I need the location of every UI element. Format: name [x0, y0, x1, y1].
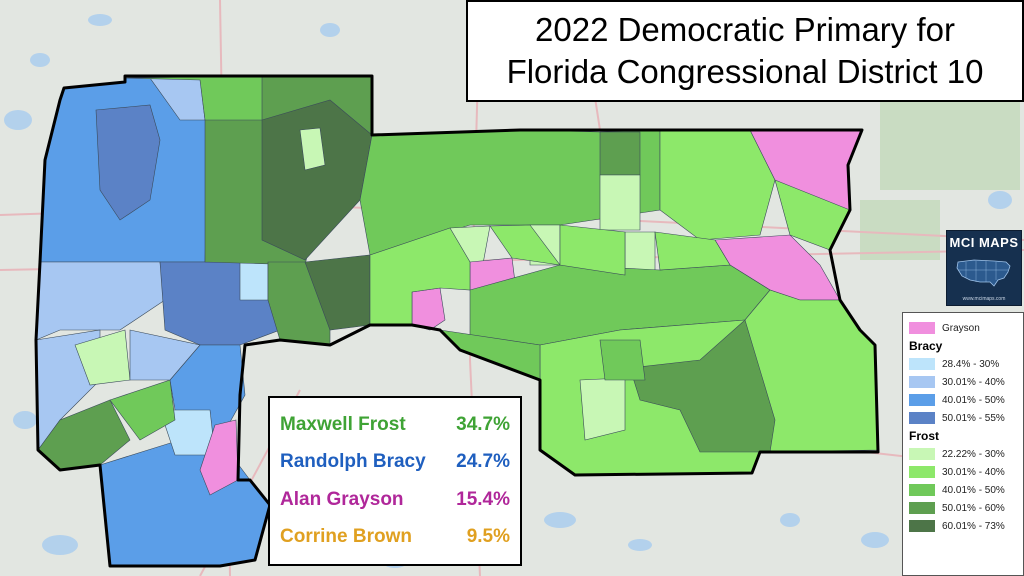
- legend-swatch: [909, 412, 935, 424]
- district-boundary: [34, 74, 880, 568]
- precinct: [95, 104, 161, 221]
- legend-item: 50.01% - 55%: [909, 409, 1017, 427]
- precinct: [599, 131, 641, 176]
- title-box: 2022 Democratic Primary for Florida Cong…: [466, 0, 1024, 102]
- legend-label: 30.01% - 40%: [942, 466, 1005, 478]
- legend-label: 60.01% - 73%: [942, 520, 1005, 532]
- result-row-brown: Corrine Brown 9.5%: [280, 526, 510, 548]
- precinct: [129, 329, 201, 381]
- candidate-name: Maxwell Frost: [280, 413, 406, 435]
- legend-swatch: [909, 394, 935, 406]
- precinct: [109, 379, 176, 441]
- title-line-2: Florida Congressional District 10: [506, 53, 984, 90]
- legend-item: 30.01% - 40%: [909, 463, 1017, 481]
- legend-label: 40.01% - 50%: [942, 484, 1005, 496]
- mci-maps-logo: MCI MAPS www.mcimaps.com: [946, 230, 1022, 306]
- legend-swatch: [909, 520, 935, 532]
- candidate-percent: 34.7%: [456, 413, 510, 435]
- legend-label: 50.01% - 60%: [942, 502, 1005, 514]
- precinct: [579, 377, 626, 441]
- legend-item: 40.01% - 50%: [909, 481, 1017, 499]
- us-map-icon: [956, 259, 1011, 287]
- legend-item: 28.4% - 30%: [909, 355, 1017, 373]
- legend-label: 40.01% - 50%: [942, 394, 1005, 406]
- legend-swatch: [909, 322, 935, 334]
- result-row-bracy: Randolph Bracy 24.7%: [280, 451, 510, 473]
- legend-label: 28.4% - 30%: [942, 358, 1000, 370]
- legend-swatch: [909, 448, 935, 460]
- results-box: Maxwell Frost 34.7% Randolph Bracy 24.7%…: [268, 396, 522, 566]
- legend-label: Grayson: [942, 322, 980, 334]
- precinct: [299, 127, 326, 171]
- legend-item: 30.01% - 40%: [909, 373, 1017, 391]
- legend-label: 22.22% - 30%: [942, 448, 1005, 460]
- precinct: [599, 174, 641, 231]
- precinct: [599, 339, 646, 381]
- legend-item: 22.22% - 30%: [909, 445, 1017, 463]
- precinct: [199, 419, 239, 496]
- legend: Grayson Bracy 28.4% - 30% 30.01% - 40% 4…: [902, 312, 1024, 576]
- precinct: [654, 231, 731, 271]
- result-row-frost: Maxwell Frost 34.7%: [280, 414, 510, 436]
- legend-item: 60.01% - 73%: [909, 517, 1017, 535]
- result-row-grayson: Alan Grayson 15.4%: [280, 489, 510, 511]
- legend-swatch: [909, 466, 935, 478]
- candidate-name: Alan Grayson: [280, 488, 404, 510]
- legend-heading-bracy: Bracy: [909, 339, 943, 353]
- candidate-percent: 15.4%: [456, 488, 510, 510]
- legend-heading-frost: Frost: [909, 429, 939, 443]
- logo-title: MCI MAPS: [949, 235, 1019, 250]
- legend-swatch: [909, 502, 935, 514]
- candidate-percent: 24.7%: [456, 451, 510, 473]
- candidate-name: Corrine Brown: [280, 526, 412, 548]
- district-precincts: [35, 75, 879, 567]
- candidate-percent: 9.5%: [466, 526, 510, 548]
- legend-label: 50.01% - 55%: [942, 412, 1005, 424]
- legend-swatch: [909, 358, 935, 370]
- precinct: [559, 224, 626, 276]
- legend-item-grayson: Grayson: [909, 319, 1017, 337]
- legend-swatch: [909, 484, 935, 496]
- legend-item: 40.01% - 50%: [909, 391, 1017, 409]
- basemap-parks: [860, 100, 1020, 260]
- candidate-name: Randolph Bracy: [280, 451, 426, 473]
- title-line-1: 2022 Democratic Primary for: [535, 11, 955, 48]
- logo-site: www.mcimaps.com: [962, 296, 1006, 302]
- legend-label: 30.01% - 40%: [942, 376, 1005, 388]
- legend-swatch: [909, 376, 935, 388]
- legend-item: 50.01% - 60%: [909, 499, 1017, 517]
- precinct: [239, 261, 269, 301]
